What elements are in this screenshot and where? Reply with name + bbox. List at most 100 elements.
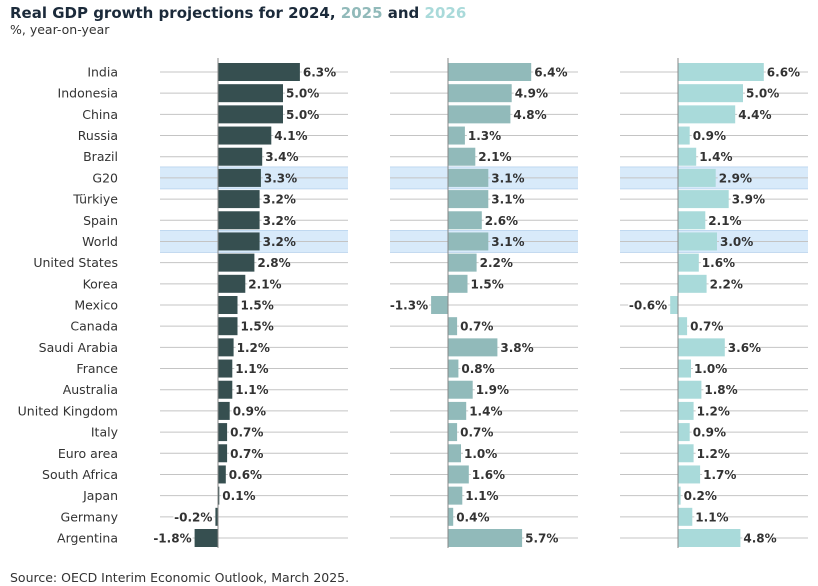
bar-2026 xyxy=(678,465,701,484)
data-label: 0.7% xyxy=(230,447,263,461)
category-label: Saudi Arabia xyxy=(39,340,118,355)
label-bg xyxy=(152,531,193,545)
category-label: United States xyxy=(33,255,118,270)
bar-2025 xyxy=(448,380,473,399)
label-bg xyxy=(742,531,776,545)
label-bg xyxy=(628,298,669,312)
data-label: 3.6% xyxy=(728,341,761,355)
data-label: 4.4% xyxy=(738,108,771,122)
category-label: Mexico xyxy=(74,298,118,313)
bar-2024 xyxy=(218,486,220,505)
data-label: 4.8% xyxy=(743,532,776,546)
data-label: 6.3% xyxy=(303,66,336,80)
data-label: 2.1% xyxy=(478,150,511,164)
label-bg xyxy=(719,234,752,249)
label-bg xyxy=(389,298,430,312)
data-label: 3.8% xyxy=(500,341,533,355)
bar-2025 xyxy=(448,465,469,484)
label-bg xyxy=(301,65,335,79)
category-label: South Africa xyxy=(42,467,118,482)
label-bg xyxy=(730,192,764,207)
label-bg xyxy=(466,128,500,143)
data-label: 1.4% xyxy=(469,404,502,418)
bar-2025 xyxy=(448,126,465,145)
bar-2025 xyxy=(448,507,454,526)
bar-2026 xyxy=(678,211,706,230)
label-bg xyxy=(698,149,731,164)
bar-2025 xyxy=(448,211,482,230)
label-bg xyxy=(499,340,533,355)
bar-2026 xyxy=(678,507,693,526)
data-label: 1.1% xyxy=(235,383,268,397)
data-label: 3.0% xyxy=(720,235,753,249)
label-bg xyxy=(227,467,261,482)
bar-2026 xyxy=(678,359,691,378)
data-label: 6.4% xyxy=(534,66,567,80)
label-bg xyxy=(490,192,524,207)
label-bg xyxy=(702,467,735,482)
bar-2025 xyxy=(448,274,468,293)
data-label: 3.3% xyxy=(264,171,297,185)
label-bg xyxy=(460,361,494,376)
bar-2026 xyxy=(678,232,717,251)
bar-2024 xyxy=(218,253,255,272)
label-bg xyxy=(470,467,504,482)
data-label: 1.4% xyxy=(699,150,732,164)
label-bg xyxy=(229,425,262,440)
bar-2024 xyxy=(218,84,283,103)
bar-2026 xyxy=(678,380,702,399)
category-label: G20 xyxy=(92,170,118,185)
data-label: 3.2% xyxy=(263,193,296,207)
label-bg xyxy=(703,382,737,397)
data-label: 1.7% xyxy=(703,468,736,482)
bar-2024 xyxy=(218,401,230,420)
category-label: Korea xyxy=(83,276,118,291)
label-bg xyxy=(689,319,722,334)
label-bg xyxy=(234,361,268,376)
label-bg xyxy=(221,488,255,503)
title-text: Real GDP growth projections for 2024, xyxy=(10,4,341,22)
data-label: 2.1% xyxy=(248,277,281,291)
data-label: 1.0% xyxy=(464,447,497,461)
bar-2026 xyxy=(678,126,690,145)
chart-title: Real GDP growth projections for 2024, 20… xyxy=(10,4,466,22)
label-bg xyxy=(256,255,290,270)
label-bg xyxy=(235,340,269,355)
label-bg xyxy=(273,128,307,143)
bar-2024 xyxy=(218,317,238,336)
bar-2025 xyxy=(431,296,448,314)
bar-2025 xyxy=(448,105,511,124)
category-label: Italy xyxy=(91,425,119,440)
label-bg xyxy=(285,107,318,122)
bar-2024 xyxy=(218,465,226,484)
data-label: 4.1% xyxy=(274,129,307,143)
category-label: Türkiye xyxy=(72,192,118,207)
bar-2024 xyxy=(194,529,218,547)
label-bg xyxy=(700,255,734,270)
data-label: 2.2% xyxy=(480,256,513,270)
data-label: 1.6% xyxy=(702,256,735,270)
category-label: Indonesia xyxy=(58,86,118,101)
label-bg xyxy=(707,213,741,228)
data-label: 1.5% xyxy=(241,320,274,334)
data-label: 3.2% xyxy=(263,214,296,228)
category-label: Russia xyxy=(78,128,118,143)
label-bg xyxy=(463,446,496,461)
bar-2025 xyxy=(448,147,476,166)
data-label: 1.1% xyxy=(695,510,728,524)
label-bg xyxy=(234,382,268,397)
category-label: Canada xyxy=(70,319,118,334)
bar-2026 xyxy=(678,190,729,209)
data-label: 3.9% xyxy=(732,193,765,207)
bar-2025 xyxy=(448,423,458,442)
data-label: 1.2% xyxy=(237,341,270,355)
label-bg xyxy=(708,276,742,291)
data-label: 1.9% xyxy=(476,383,509,397)
chart-subtitle: %, year-on-year xyxy=(10,22,110,37)
bar-2025 xyxy=(448,317,458,336)
bar-2024 xyxy=(218,296,238,314)
label-bg xyxy=(490,170,524,185)
label-bg xyxy=(464,488,498,503)
bar-2024 xyxy=(218,338,234,357)
